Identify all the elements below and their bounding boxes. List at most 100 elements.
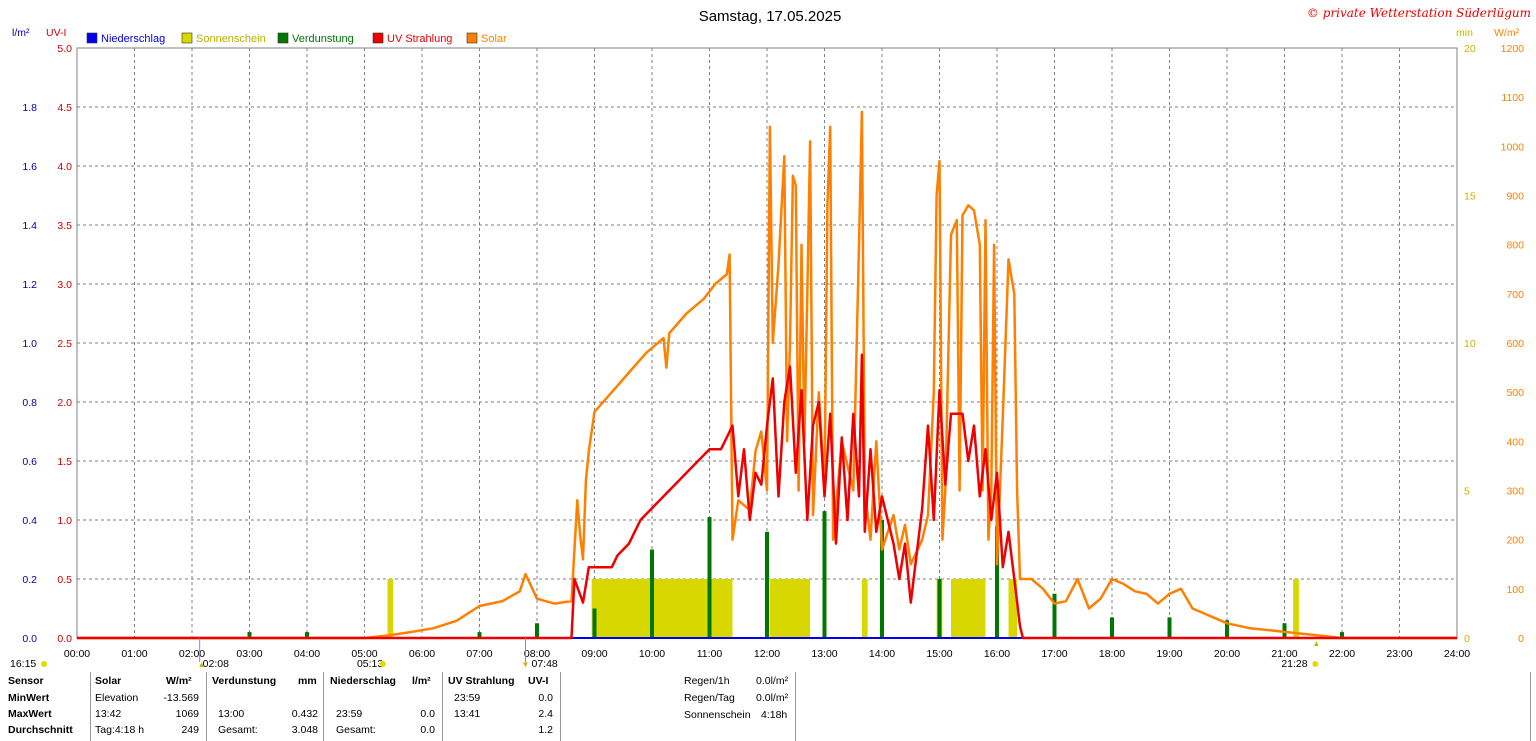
marker-left-time: 16:15 [10,658,36,670]
sunset-label: 21:28 [1281,658,1307,670]
y-tick-uv: 1.5 [57,456,72,468]
legend-label: Solar [481,33,507,45]
legend-swatch [372,32,384,44]
evaporation-bar [1225,620,1229,638]
x-tick-label: 15:00 [926,648,952,660]
solar-line [77,110,1457,640]
weather-chart: 00:00 01:00 02:00 03:00 04:00 05:00 06:00 07:00… [10,6,1531,670]
evaporation-bar [305,632,309,638]
y-tick-niederschlag: 1.0 [22,338,37,350]
y-tick-solar: 900 [1506,191,1524,203]
extra-value-2: 4:18h [761,709,788,721]
unit-sonnenschein: min [1456,27,1473,39]
extra-label-0: Regen/1h [684,675,730,687]
chart-legend: Niederschlag Sonnenschein Verdunstung UV St… [86,32,507,45]
x-tick-label: 02:00 [179,648,205,660]
y-tick-solar: 400 [1506,436,1524,448]
evaporation-bar [1052,593,1057,638]
stats-table: Sensor Solar W/m² Verdunstung mm Nieders… [0,672,1536,741]
unit-uv: UV-I [46,27,66,39]
y-tick-solar: 500 [1506,387,1524,399]
y-tick-niederschlag: 0.6 [22,456,37,468]
stats-cell-solar_b: 249 [181,724,199,736]
stats-cell-nied_b: 0.0 [420,708,435,720]
chart-title: Samstag, 17.05.2025 [699,8,842,25]
y-tick-uv: 0.5 [57,574,72,586]
stats-cell-uv_b: 2.4 [538,708,553,720]
stats-header-sensor: Sensor [8,675,44,687]
moonset-arrow-icon: ▼ [522,660,530,669]
stats-cell-uv_a: 23:59 [454,692,481,704]
sunshine-bar [387,579,394,638]
stats-cell-solar_a: Elevation [95,692,139,704]
sunrise-label: 05:13 [357,658,383,670]
stats-header-uv-unit: UV-I [528,675,549,687]
x-tick-label: 14:00 [869,648,895,660]
y-tick-uv: 4.5 [57,102,72,114]
sunshine-bar [769,579,811,638]
sunshine-bar [1008,579,1018,638]
y-tick-solar: 700 [1506,289,1524,301]
x-tick-label: 10:00 [639,648,665,660]
stats-cell-solar_b: 1069 [175,708,199,720]
y-tick-niederschlag: 1.4 [22,220,37,232]
x-tick-label: 07:00 [466,648,492,660]
x-tick-label: 08:00 [524,648,550,660]
legend-swatch [181,32,193,44]
legend-swatch [277,32,289,44]
y-tick-sonnenschein: 5 [1464,486,1470,498]
stats-cell-solar_a: Tag:4:18 h [95,724,145,736]
x-tick-label: 21:00 [1271,648,1297,660]
legend-label: Niederschlag [101,33,165,45]
unit-niederschlag: l/m² [12,27,30,39]
legend-swatch [466,32,478,44]
stats-cell-nied_b: 0.0 [420,724,435,736]
evaporation-bar [765,531,769,638]
y-tick-solar: 1100 [1501,92,1524,104]
x-tick-label: 16:00 [984,648,1010,660]
y-tick-uv: 2.0 [57,397,72,409]
y-tick-sonnenschein: 0 [1464,633,1470,645]
x-tick-label: 01:00 [121,648,147,660]
stats-header-nied: Niederschlag [330,675,396,687]
stats-header-uv: UV Strahlung [448,675,515,687]
y-tick-uv: 3.5 [57,220,72,232]
x-tick-label: 00:00 [64,648,90,660]
y-tick-niederschlag: 0.0 [22,633,37,645]
stats-header-solar: Solar [95,675,122,687]
evaporation-bar [247,632,252,638]
x-tick-label: 22:00 [1329,648,1355,660]
stats-header-nied-unit: l/m² [412,675,431,687]
y-tick-solar: 1000 [1501,141,1525,153]
sunset-arrow-icon: ▲ [1312,639,1320,648]
legend-label: UV Strahlung [387,33,452,45]
stats-cell-uv_b: 0.0 [538,692,553,704]
evaporation-bar [477,632,482,638]
stats-cell-verd_a: 13:00 [218,708,245,720]
sunset-icon [1312,661,1319,667]
x-tick-label: 20:00 [1214,648,1240,660]
y-tick-solar: 100 [1506,584,1524,596]
copyright-label: © private Wetterstation Süderlügum [1307,6,1531,20]
extra-label-2: Sonnenschein [684,709,751,721]
moonrise-label: 02:08 [203,658,229,670]
legend-label: Verdunstung [292,33,354,45]
x-tick-label: 12:00 [754,648,780,660]
stats-cell-nied_a: 23:59 [336,708,363,720]
x-tick-label: 17:00 [1041,648,1067,660]
evaporation-bar [995,525,999,638]
evaporation-bar [707,517,712,638]
x-tick-label: 13:00 [811,648,837,660]
x-tick-label: 18:00 [1099,648,1125,660]
y-tick-niederschlag: 1.2 [22,279,37,291]
sunshine-bars [387,579,1299,638]
y-tick-sonnenschein: 10 [1464,338,1476,350]
y-tick-uv: 3.0 [57,279,72,291]
x-tick-label: 24:00 [1444,648,1470,660]
y-tick-solar: 800 [1506,240,1524,252]
y-tick-uv: 2.5 [57,338,72,350]
x-tick-label: 11:00 [697,648,723,660]
x-tick-label: 19:00 [1156,648,1182,660]
moonrise-arrow-icon: ▲ [198,660,206,669]
evaporation-bar [880,520,884,638]
